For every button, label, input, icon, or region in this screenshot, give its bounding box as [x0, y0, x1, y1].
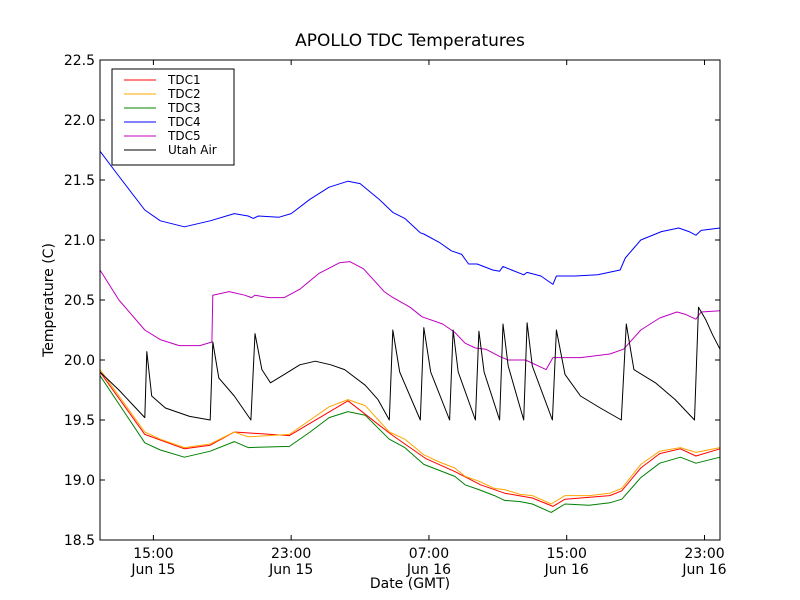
y-axis: 18.5 19.0 19.5 20.0 20.5 21.0 21.5 22.0 22.5 — [64, 53, 720, 549]
x-tick-label-time: 23:00 — [684, 546, 724, 562]
x-tick-label-time: 07:00 — [409, 546, 449, 562]
x-tick-label-time: 23:00 — [271, 546, 311, 562]
y-tick-label: 19.5 — [64, 413, 95, 429]
y-axis-title: Temperature (C) — [41, 243, 57, 358]
legend-label-tdc1: TDC1 — [167, 73, 201, 87]
series-line-tdc3 — [99, 375, 721, 513]
legend-label-tdc5: TDC5 — [167, 129, 201, 143]
y-tick-label: 19.0 — [64, 473, 95, 489]
y-tick-label: 22.5 — [64, 53, 95, 69]
legend-label-tdc4: TDC4 — [167, 115, 201, 129]
x-tick-label-time: 15:00 — [547, 546, 587, 562]
x-axis-title: Date (GMT) — [370, 576, 450, 592]
y-tick-label: 20.5 — [64, 293, 95, 309]
y-tick-label: 22.0 — [64, 113, 95, 129]
y-tick-label: 20.0 — [64, 353, 95, 369]
series-line-tdc4 — [99, 150, 721, 285]
series-layer — [99, 150, 721, 513]
series-line-tdc5 — [99, 261, 721, 371]
series-line-tdc2 — [99, 369, 721, 505]
x-tick-label-date: Jun 15 — [268, 562, 313, 578]
x-tick-label-time: 15:00 — [133, 546, 173, 562]
legend-box — [111, 68, 235, 166]
legend-label-tdc3: TDC3 — [167, 101, 201, 115]
legend-label-tdc2: TDC2 — [167, 87, 201, 101]
y-tick-label: 18.5 — [64, 533, 95, 549]
legend-label-utah-air: Utah Air — [168, 143, 217, 157]
y-tick-label: 21.0 — [64, 233, 95, 249]
chart-title: APOLLO TDC Temperatures — [295, 31, 525, 51]
x-tick-label-date: Jun 15 — [130, 562, 175, 578]
x-tick-label-date: Jun 16 — [406, 562, 451, 578]
x-tick-label-date: Jun 16 — [544, 562, 589, 578]
series-line-utah-air — [99, 306, 721, 421]
x-tick-label-date: Jun 16 — [681, 562, 726, 578]
y-tick-label: 21.5 — [64, 173, 95, 189]
series-line-tdc1 — [99, 371, 721, 507]
